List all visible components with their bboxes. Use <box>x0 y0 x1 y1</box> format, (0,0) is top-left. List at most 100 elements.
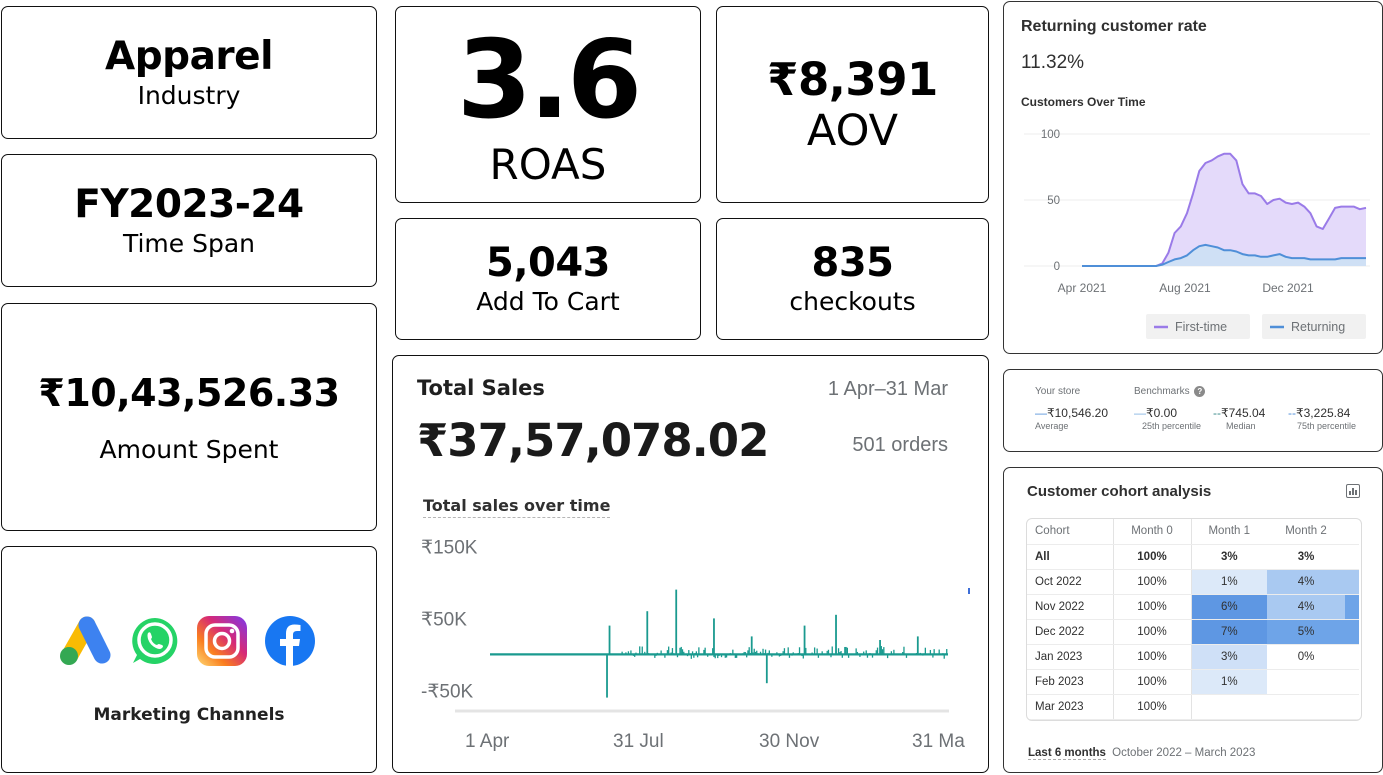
industry-label: Industry <box>137 81 241 110</box>
aov-card: ₹8,391 AOV <box>716 6 989 203</box>
cohort-header: Month 2 <box>1267 519 1345 545</box>
industry-value: Apparel <box>105 34 273 79</box>
cohort-cell: 4% <box>1267 569 1345 595</box>
cohort-row: Feb 2023 100% 1% <box>1027 669 1359 695</box>
timespan-value: FY2023-24 <box>74 182 304 227</box>
cohort-cell <box>1267 669 1345 695</box>
returning-customer-card: Returning customer rate 11.32% Customers… <box>1003 1 1383 354</box>
y-tick-label: -₹50K <box>421 681 474 702</box>
cohort-cell: 3% <box>1267 544 1345 570</box>
cohort-footer-label[interactable]: Last 6 months <box>1028 747 1106 760</box>
benchmark-75th-sub: 75th percentile <box>1297 421 1357 431</box>
y-tick-label: ₹150K <box>421 537 478 558</box>
google-ads-icon <box>60 616 111 665</box>
cohort-cell <box>1267 694 1345 720</box>
cohort-row: Jan 2023 100% 3% 0% <box>1027 644 1359 670</box>
cohort-row: Dec 2022 100% 7% 5% <box>1027 619 1359 645</box>
cohort-table: Cohort Month 0 Month 1 Month 2 All 100% 3%… <box>1027 519 1359 720</box>
cohort-header: Cohort <box>1027 519 1114 545</box>
cohort-cell: 100% <box>1113 594 1192 620</box>
x-tick-label: Dec 2021 <box>1262 281 1314 295</box>
cohort-title: Customer cohort analysis <box>1027 483 1212 500</box>
benchmark-25th-value: —₹0.00 <box>1134 406 1177 420</box>
cohort-cell: 6% <box>1191 594 1267 620</box>
y-tick-label: ₹50K <box>421 609 467 630</box>
info-icon[interactable]: ? <box>1194 386 1206 397</box>
cohort-label: Nov 2022 <box>1027 594 1114 620</box>
your-store-value: —₹10,546.20 <box>1035 406 1109 420</box>
total-sales-card: Total Sales 1 Apr–31 Mar ₹37,57,078.02 5… <box>392 355 989 773</box>
x-tick-label: Apr 2021 <box>1058 281 1107 295</box>
cohort-cell: 100% <box>1113 644 1192 670</box>
checkouts-value: 835 <box>811 240 895 286</box>
series-line-returning <box>1082 243 1366 267</box>
cohort-header-row: Cohort Month 0 Month 1 Month 2 <box>1027 519 1359 545</box>
total-sales-title: Total Sales <box>417 376 545 400</box>
whatsapp-icon <box>132 618 178 664</box>
bar-chart-icon[interactable] <box>1346 484 1360 498</box>
roas-card: 3.6 ROAS <box>395 6 701 203</box>
aov-value: ₹8,391 <box>767 52 938 106</box>
cohort-header: Month 1 <box>1191 519 1267 545</box>
cohort-header <box>1345 519 1359 545</box>
cohort-label: All <box>1027 544 1114 570</box>
cohort-cell: 3% <box>1191 544 1267 570</box>
area-first-time-fill <box>1082 153 1366 266</box>
amount-spent-card: ₹10,43,526.33 Amount Spent <box>1 303 377 531</box>
add-to-cart-value: 5,043 <box>485 240 611 286</box>
cohort-label: Mar 2023 <box>1027 694 1114 720</box>
cohort-cell: 1% <box>1191 569 1267 595</box>
total-sales-chart: ₹150K ₹50K -₹50K 1 Apr 31 Jul 30 Nov 31 Ma <box>421 537 970 752</box>
benchmark-median-sub: Median <box>1226 421 1256 431</box>
cohort-label: Oct 2022 <box>1027 569 1114 595</box>
cohort-cell <box>1345 569 1359 595</box>
cohort-analysis-card: Customer cohort analysis Cohort Month 0 … <box>1003 467 1383 773</box>
cohort-cell <box>1345 694 1359 720</box>
cohort-cell: 5% <box>1267 619 1345 645</box>
cohort-row: All 100% 3% 3% <box>1027 544 1359 570</box>
facebook-icon <box>265 616 315 666</box>
cohort-table-wrap: Cohort Month 0 Month 1 Month 2 All 100% 3%… <box>1026 518 1362 721</box>
x-tick-label: 1 Apr <box>465 731 510 752</box>
cohort-cell: 1% <box>1191 669 1267 695</box>
aov-label: AOV <box>806 105 899 156</box>
cohort-header: Month 0 <box>1113 519 1192 545</box>
cohort-cell: 3% <box>1191 644 1267 670</box>
total-sales-orders: 501 orders <box>852 434 948 456</box>
total-sales-subtitle: Total sales over time <box>423 496 611 518</box>
area-returning-fill <box>1082 244 1366 266</box>
legend-label: Returning <box>1291 320 1345 334</box>
cohort-cell: 7% <box>1191 619 1267 645</box>
dash-line-icon: -- <box>1213 406 1221 420</box>
dash-line-icon: -- <box>1288 406 1296 420</box>
cohort-cell <box>1191 694 1267 720</box>
legend-item-bg <box>1262 314 1366 339</box>
cohort-cell <box>1345 594 1359 620</box>
cohort-cell: 100% <box>1113 569 1192 595</box>
cohort-cell: 0% <box>1267 644 1345 670</box>
cohort-label: Dec 2022 <box>1027 619 1114 645</box>
roas-label: ROAS <box>489 140 607 189</box>
legend-item-bg <box>1146 314 1250 339</box>
cohort-label: Feb 2023 <box>1027 669 1114 695</box>
benchmark-75th-value: --₹3,225.84 <box>1288 406 1351 420</box>
cohort-cell <box>1345 669 1359 695</box>
timespan-label: Time Span <box>122 229 256 258</box>
cohort-footer-range: October 2022 – March 2023 <box>1112 747 1256 759</box>
checkouts-card: 835 checkouts <box>716 218 989 340</box>
benchmark-median-value: --₹745.04 <box>1213 406 1266 420</box>
cohort-cell: 4% <box>1267 594 1345 620</box>
timespan-card: FY2023-24 Time Span <box>1 154 377 287</box>
y-tick-label: 50 <box>1047 195 1060 207</box>
cohort-cell <box>1345 544 1359 570</box>
cohort-cell <box>1345 644 1359 670</box>
total-sales-amount: ₹37,57,078.02 <box>417 414 769 467</box>
add-to-cart-card: 5,043 Add To Cart <box>395 218 701 340</box>
marketing-channels-card: Marketing Channels <box>1 546 377 773</box>
cohort-cell: 100% <box>1113 544 1192 570</box>
industry-card: Apparel Industry <box>1 6 377 139</box>
cohort-label: Jan 2023 <box>1027 644 1114 670</box>
customers-over-time-title: Customers Over Time <box>1021 95 1146 109</box>
returning-title: Returning customer rate <box>1021 18 1207 35</box>
instagram-icon <box>197 616 247 666</box>
